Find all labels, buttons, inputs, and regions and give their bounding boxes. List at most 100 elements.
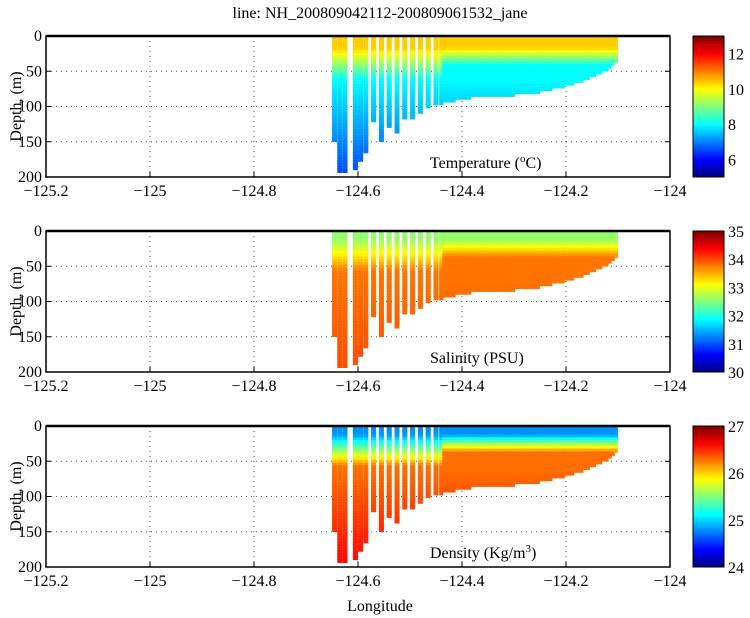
data-point [433, 270, 439, 275]
colorbar-step [693, 255, 724, 257]
data-point [410, 231, 416, 236]
data-point [394, 114, 400, 120]
data-point [454, 437, 459, 442]
data-point [517, 236, 522, 242]
data-point [451, 72, 456, 78]
colorbar-step [693, 171, 724, 173]
data-point [342, 247, 348, 253]
data-point [492, 69, 497, 75]
data-point [542, 264, 547, 270]
data-point [442, 52, 447, 58]
data-point [523, 250, 528, 256]
data-point [479, 440, 484, 445]
data-point [363, 81, 369, 86]
data-point [498, 58, 503, 64]
data-point [470, 431, 475, 437]
data-point [410, 247, 416, 253]
data-point [523, 253, 528, 259]
data-point [342, 335, 348, 340]
data-point [495, 69, 500, 75]
data-point [510, 457, 515, 462]
data-point [386, 58, 392, 64]
data-point [564, 58, 568, 64]
data-point [479, 52, 484, 58]
data-point [332, 129, 338, 134]
data-point [337, 92, 343, 97]
data-point [573, 426, 578, 431]
data-point [595, 253, 600, 259]
colorbar-step [693, 79, 724, 81]
data-point [332, 440, 338, 445]
data-point [532, 465, 537, 470]
data-point [425, 92, 431, 97]
data-point [551, 61, 556, 66]
data-point [504, 52, 509, 58]
data-point [576, 36, 581, 41]
colorbar-step [693, 248, 724, 250]
data-point [517, 426, 522, 431]
data-point [554, 64, 559, 69]
data-point [454, 67, 459, 72]
data-point [439, 473, 444, 479]
data-point [467, 259, 472, 264]
data-point [526, 231, 531, 236]
data-point [371, 239, 377, 244]
data-point [473, 239, 478, 244]
data-point [482, 426, 487, 431]
data-point [342, 41, 348, 47]
data-point [545, 64, 550, 69]
data-point [545, 259, 550, 264]
data-point [510, 231, 515, 236]
data-point [363, 242, 369, 247]
data-point [442, 273, 447, 278]
data-point [492, 448, 497, 454]
data-point [610, 236, 615, 242]
data-point [371, 476, 377, 482]
data-point [378, 312, 384, 318]
data-point [425, 482, 431, 487]
data-point [492, 250, 497, 256]
data-point [520, 267, 525, 273]
colorbar-step [693, 148, 724, 150]
data-point [507, 276, 512, 281]
data-point [371, 490, 377, 496]
data-point [613, 50, 618, 55]
data-point [482, 242, 487, 247]
data-point [551, 256, 556, 261]
data-point [510, 41, 515, 47]
data-point [342, 242, 348, 247]
data-point [520, 476, 525, 482]
data-point [352, 52, 358, 58]
data-point [542, 278, 547, 284]
data-point [394, 253, 400, 259]
data-point [486, 81, 490, 86]
data-point [501, 473, 506, 479]
data-point [504, 61, 509, 66]
data-point [579, 41, 584, 47]
data-point [448, 38, 453, 44]
data-point [352, 490, 358, 496]
data-point [439, 490, 444, 496]
data-point [342, 120, 348, 126]
data-point [337, 67, 343, 72]
data-point [378, 253, 384, 259]
data-point [526, 52, 531, 58]
data-point [473, 47, 478, 52]
data-point [567, 428, 572, 434]
data-point [410, 482, 416, 487]
data-point [523, 231, 528, 236]
data-point [464, 270, 469, 275]
data-point [358, 120, 364, 126]
data-point [451, 482, 456, 487]
data-point [342, 98, 348, 103]
data-point [337, 555, 343, 561]
data-point [378, 431, 384, 437]
data-point [352, 437, 358, 442]
data-point [470, 83, 475, 89]
data-point [604, 231, 609, 236]
data-point [517, 437, 522, 442]
data-point [454, 457, 459, 462]
data-point [495, 262, 500, 267]
data-point [402, 307, 408, 312]
colorbar-step [693, 284, 724, 286]
